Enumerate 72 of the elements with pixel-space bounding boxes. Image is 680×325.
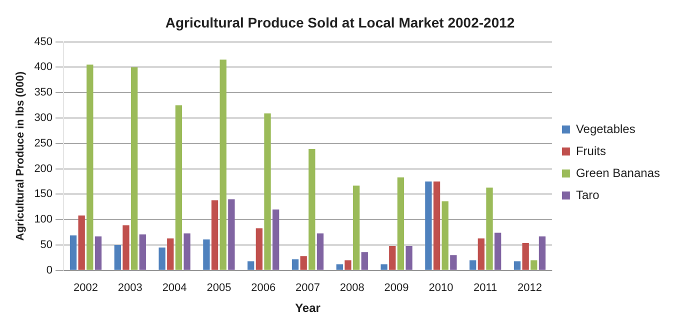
bar (86, 64, 94, 270)
x-tick-label: 2007 (296, 282, 320, 294)
bar (397, 177, 404, 270)
bar (272, 209, 280, 270)
bar (538, 236, 546, 270)
bar (211, 200, 218, 270)
bar (389, 246, 396, 270)
bar (380, 264, 388, 270)
bar (264, 113, 271, 270)
y-tick-label: 300 (34, 112, 53, 124)
bar (228, 199, 235, 270)
x-tick-label: 2008 (340, 282, 364, 294)
bar (70, 235, 77, 270)
bar (248, 261, 254, 270)
bar (292, 259, 299, 270)
bar (167, 238, 174, 270)
bar (139, 234, 146, 270)
y-tick-label: 200 (34, 162, 53, 175)
x-tick-label: 2011 (474, 282, 498, 294)
x-axis-title: Year (295, 301, 321, 316)
y-tick-label: 50 (40, 239, 53, 252)
bar (352, 186, 360, 270)
y-tick-label: 150 (34, 188, 53, 200)
bar (175, 105, 182, 270)
legend-label: Taro (576, 188, 600, 202)
bar (514, 261, 521, 270)
bar (114, 245, 121, 270)
x-tick-label: 2010 (428, 282, 454, 294)
x-tick-label: 2004 (162, 282, 187, 294)
legend-label: Green Bananas (576, 166, 660, 180)
bar (122, 225, 130, 270)
x-tick-label: 2009 (384, 282, 409, 294)
y-tick-label: 100 (34, 214, 53, 226)
legend-label: Fruits (576, 144, 606, 158)
bar (478, 238, 485, 270)
bar (425, 182, 432, 270)
bar (308, 148, 316, 270)
bar (130, 67, 138, 270)
bar (256, 228, 263, 270)
x-tick-label: 2002 (74, 282, 98, 294)
legend-label: Vegetables (576, 122, 636, 136)
bar (450, 255, 457, 270)
bar (316, 233, 324, 270)
chart-title: Agricultural Produce Sold at Local Market 2002-2012 (165, 14, 515, 30)
bar (336, 264, 343, 270)
bar (94, 236, 102, 270)
x-tick-label: 2005 (206, 282, 232, 294)
x-tick-label: 2012 (518, 282, 542, 294)
bar (522, 242, 529, 270)
bar (78, 216, 85, 270)
bar (433, 182, 440, 270)
bar (158, 248, 166, 270)
bar (486, 188, 493, 270)
bar (406, 246, 412, 270)
bar (494, 232, 502, 270)
bar (530, 260, 538, 270)
bar (300, 256, 307, 270)
bar (442, 201, 448, 270)
x-tick-label: 2006 (251, 282, 276, 294)
bar (184, 233, 190, 270)
y-tick-label: 0 (46, 264, 53, 276)
y-tick-label: 250 (34, 137, 53, 150)
y-tick-label: 350 (34, 86, 53, 99)
bar (220, 60, 226, 270)
x-tick-label: 2003 (118, 282, 142, 294)
y-tick-label: 400 (34, 61, 53, 74)
bar (470, 260, 476, 270)
y-axis-title: Agricultural Produce in lbs (000) (14, 71, 27, 241)
y-tick-label: 450 (34, 36, 53, 48)
bar (361, 252, 368, 270)
bar (344, 260, 352, 270)
bar (203, 239, 210, 270)
